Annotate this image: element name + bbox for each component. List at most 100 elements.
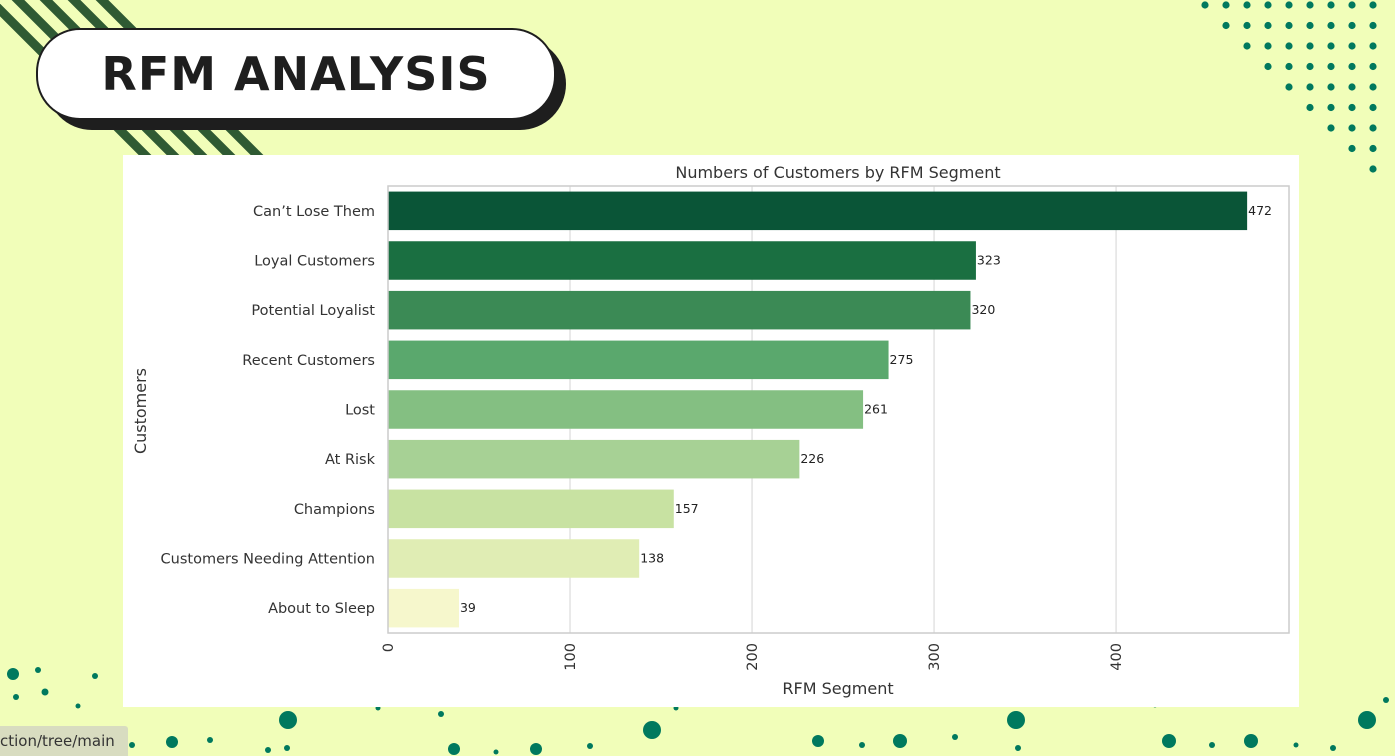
deco-dot [1293, 742, 1299, 748]
deco-dot [1348, 103, 1356, 112]
deco-dot [1369, 21, 1377, 30]
bar-value-label: 320 [971, 302, 995, 317]
deco-dot [1264, 21, 1272, 30]
deco-dot [893, 734, 907, 748]
x-tick-label: 0 [381, 643, 397, 652]
deco-dot [129, 742, 135, 748]
deco-dot [1327, 42, 1335, 50]
category-tick-label: At Risk [325, 452, 376, 468]
data-labels: 472 323 320 275 261 226 157 138 39 [460, 203, 1272, 615]
deco-dot [1243, 42, 1251, 50]
deco-dot [1327, 1, 1335, 9]
deco-dot [13, 694, 19, 700]
title-badge-box: RFM ANALYSIS [36, 28, 556, 120]
bar-value-label: 261 [864, 402, 888, 417]
bar-value-label: 472 [1248, 203, 1272, 218]
deco-dot [1327, 21, 1335, 30]
bar [388, 241, 976, 280]
deco-dot [1285, 21, 1293, 30]
category-tick-label: Customers Needing Attention [161, 552, 375, 568]
deco-dot [7, 668, 19, 680]
deco-dot [284, 745, 290, 751]
deco-dot [1285, 83, 1293, 91]
deco-dot [1369, 62, 1377, 71]
category-tick-label: Champions [294, 502, 375, 518]
deco-dot [1348, 83, 1356, 91]
deco-dot [1306, 21, 1314, 30]
deco-dot [75, 703, 81, 709]
dot-grid [1201, 1, 1377, 173]
deco-dot [41, 688, 49, 696]
deco-dot [1369, 144, 1377, 153]
deco-dot [1330, 745, 1336, 751]
deco-dot [1369, 42, 1377, 50]
deco-dot [1383, 697, 1389, 703]
deco-dot [530, 743, 542, 755]
x-axis-label: RFM Segment [782, 679, 893, 698]
bar [388, 539, 640, 578]
deco-dot [92, 673, 98, 679]
deco-dot [1348, 1, 1356, 9]
deco-dot [493, 749, 499, 755]
deco-dot [1327, 83, 1335, 91]
bar-chart: Numbers of Customers by RFM Segment RFM … [131, 163, 1290, 698]
deco-dot [1264, 42, 1272, 50]
deco-dot [1285, 1, 1293, 9]
deco-dot [35, 667, 41, 673]
deco-dot [952, 734, 958, 740]
x-tick-label: 200 [745, 643, 761, 671]
deco-dot [1348, 124, 1356, 132]
deco-dot [587, 743, 593, 749]
deco-dot [1358, 711, 1376, 729]
deco-dot [1243, 1, 1251, 9]
category-tick-label: Lost [345, 403, 375, 419]
bars [388, 191, 1248, 628]
deco-dot [448, 743, 460, 755]
chart-title: Numbers of Customers by RFM Segment [675, 163, 1000, 182]
deco-dot [1201, 1, 1209, 9]
deco-dot [1015, 745, 1021, 751]
bar-value-label: 157 [675, 501, 699, 516]
deco-dot [1369, 1, 1377, 9]
x-tick-label: 300 [927, 643, 943, 671]
bar [388, 439, 800, 479]
bar-value-label: 39 [460, 600, 476, 615]
deco-dot [1306, 42, 1314, 50]
deco-dot [166, 736, 178, 748]
status-url-text: ction/tree/main [0, 732, 115, 750]
deco-dot [1369, 124, 1377, 132]
bar [388, 489, 674, 529]
x-tick-label: 100 [563, 643, 579, 671]
plot-frame [387, 185, 1290, 634]
bar [388, 340, 889, 380]
deco-dot [1306, 62, 1314, 71]
bar [388, 390, 864, 429]
deco-dot [1162, 734, 1176, 748]
deco-dot [1306, 103, 1314, 112]
deco-dot [207, 737, 213, 743]
deco-dot [1244, 734, 1258, 748]
deco-dot [1007, 711, 1025, 729]
deco-dot [1369, 165, 1377, 173]
category-tick-label: Loyal Customers [254, 254, 375, 270]
bar-value-label: 323 [977, 253, 1001, 268]
deco-dot [1348, 21, 1356, 30]
status-url-tooltip: ction/tree/main [0, 726, 128, 756]
deco-dot [1327, 103, 1335, 112]
page-title: RFM ANALYSIS [101, 47, 491, 101]
deco-dot [1306, 83, 1314, 91]
bar [388, 290, 971, 330]
title-badge: RFM ANALYSIS [36, 28, 566, 130]
deco-dot [265, 747, 271, 753]
deco-dot [1264, 62, 1272, 71]
bar [388, 191, 1248, 231]
chart-panel: Numbers of Customers by RFM Segment RFM … [123, 155, 1299, 707]
category-tick-label: Recent Customers [242, 353, 375, 369]
deco-dot [1264, 1, 1272, 9]
bar [388, 588, 459, 628]
bar-value-label: 226 [800, 451, 824, 466]
deco-dot [1348, 144, 1356, 153]
deco-dot [279, 711, 297, 729]
bottom-dots [7, 667, 1389, 755]
y-axis-label: Customers [131, 368, 150, 454]
